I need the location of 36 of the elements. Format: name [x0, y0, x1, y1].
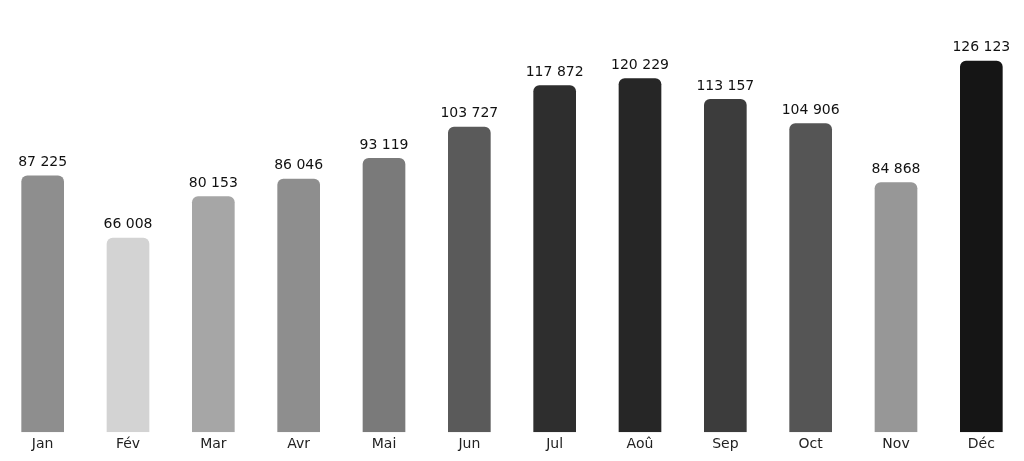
bar: [362, 158, 406, 433]
bar: [789, 123, 832, 433]
x-tick-label: Avr: [287, 435, 311, 452]
data-label: 84 868: [871, 159, 921, 176]
bar: [106, 237, 150, 433]
bar: [277, 178, 320, 433]
data-label: 86 046: [274, 156, 324, 173]
data-label: 80 153: [188, 173, 238, 190]
x-tick-label: Déc: [967, 435, 995, 452]
data-label: 104 906: [781, 100, 840, 117]
x-tick-label: Jan: [30, 435, 54, 452]
data-label: 120 229: [611, 55, 669, 72]
x-tick-label: Oct: [798, 435, 824, 452]
bar: [960, 60, 1003, 433]
bar: [618, 78, 662, 433]
bar: [533, 85, 576, 433]
bar: [448, 126, 491, 433]
bar: [21, 175, 64, 433]
data-label: 66 008: [103, 215, 153, 232]
x-tick-label: Jun: [457, 435, 481, 452]
x-tick-label: Nov: [882, 435, 910, 452]
data-label: 87 225: [18, 153, 68, 170]
data-label: 117 872: [525, 62, 584, 79]
bar: [192, 196, 235, 433]
x-tick-label: Sep: [712, 435, 739, 452]
x-tick-label: Mar: [200, 435, 227, 452]
x-tick-label: Fév: [115, 435, 141, 452]
x-tick-label: Aoû: [626, 435, 654, 452]
bar: [704, 99, 747, 433]
data-label: 103 727: [440, 104, 499, 121]
bar: [874, 182, 918, 433]
x-tick-label: Jul: [545, 435, 564, 452]
data-label: 126 123: [952, 38, 1011, 55]
data-label: 113 157: [696, 76, 755, 93]
data-label: 93 119: [359, 135, 409, 152]
x-tick-label: Mai: [371, 435, 397, 452]
